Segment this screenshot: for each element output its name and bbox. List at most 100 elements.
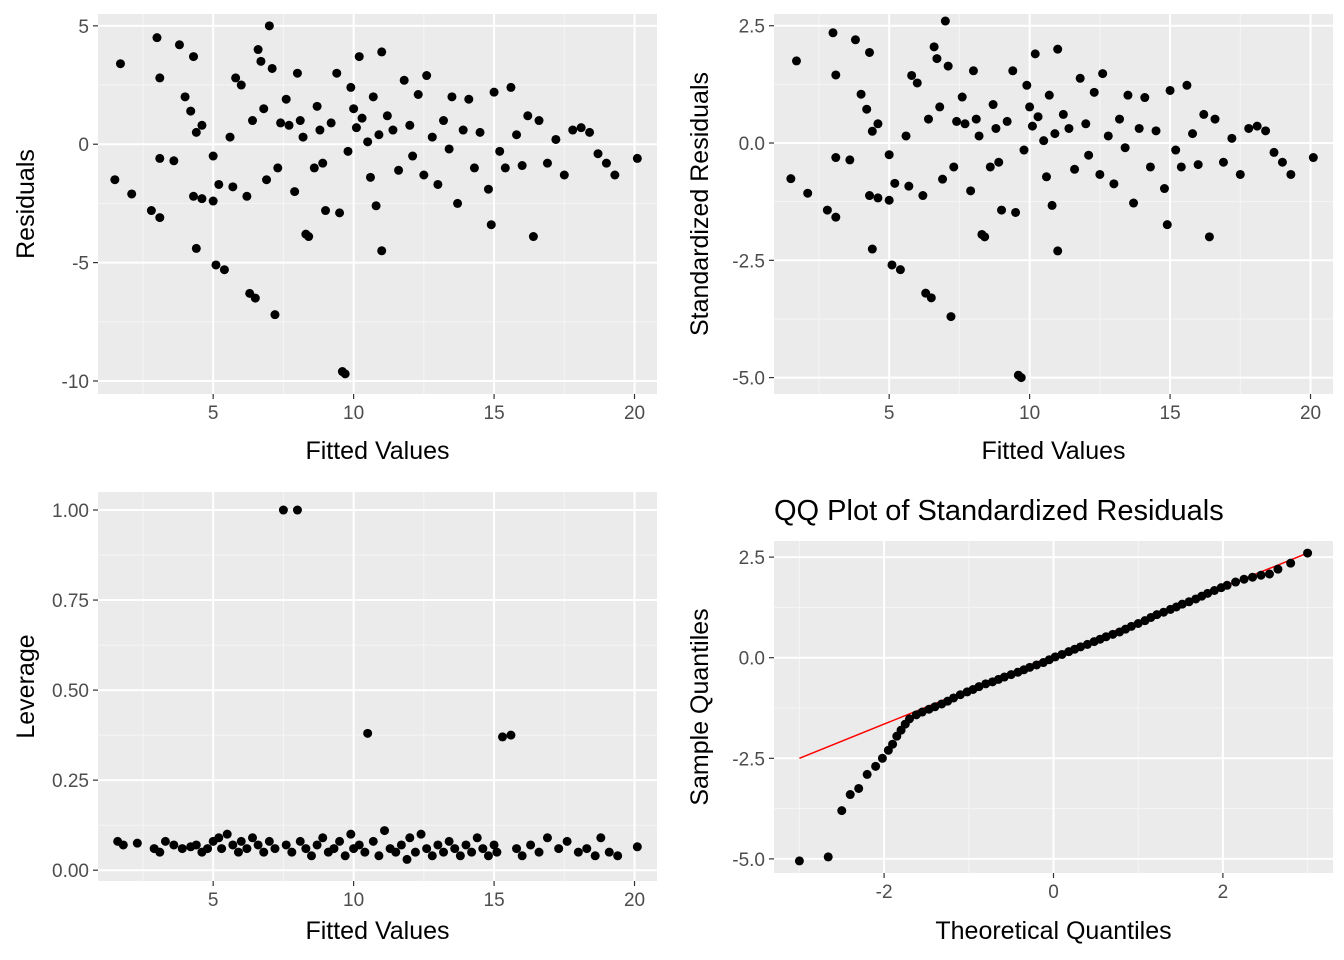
data-point (461, 840, 471, 850)
data-point (871, 761, 881, 771)
data-point (354, 52, 364, 62)
data-point (981, 679, 991, 689)
data-point (551, 134, 561, 144)
data-point (828, 28, 838, 38)
data-point (264, 836, 274, 846)
data-point (203, 844, 213, 854)
data-point (932, 54, 942, 64)
data-point (318, 833, 328, 843)
data-point (1159, 607, 1169, 617)
data-point (887, 260, 897, 270)
data-point (371, 201, 381, 211)
x-tick-label: 20 (1300, 403, 1321, 424)
data-point (253, 840, 263, 850)
data-point (877, 753, 887, 763)
data-point (1264, 569, 1274, 579)
data-point (304, 232, 314, 242)
data-point (365, 172, 375, 182)
data-point (343, 146, 353, 156)
data-point (169, 156, 179, 166)
data-point (453, 198, 463, 208)
data-point (340, 851, 350, 861)
data-point (1006, 670, 1016, 680)
data-point (208, 196, 218, 206)
data-point (214, 833, 224, 843)
data-point (169, 840, 179, 850)
data-point (1101, 632, 1111, 642)
data-point (1256, 570, 1266, 580)
data-point (483, 851, 493, 861)
data-point (1133, 618, 1143, 628)
data-point (1171, 145, 1181, 155)
data-point (791, 56, 801, 66)
data-point (786, 174, 796, 184)
x-tick-label: 5 (208, 403, 219, 424)
data-point (907, 70, 917, 80)
data-point (582, 844, 592, 854)
data-point (354, 840, 364, 850)
x-tick-label: 5 (208, 890, 219, 911)
data-point (495, 146, 505, 156)
data-point (517, 851, 527, 861)
data-point (1252, 121, 1262, 131)
data-point (419, 170, 429, 180)
data-point (1050, 129, 1060, 139)
data-point (335, 836, 345, 846)
data-point (396, 840, 406, 850)
data-point (1064, 123, 1074, 133)
data-point (1134, 123, 1144, 133)
data-point (197, 120, 207, 130)
data-point (1008, 66, 1018, 76)
data-point (1286, 558, 1296, 568)
data-point (946, 312, 956, 322)
x-tick-label: 15 (1160, 403, 1181, 424)
y-tick-label: -5.0 (732, 369, 765, 390)
data-point (402, 854, 412, 864)
data-point (854, 783, 864, 793)
data-point (966, 186, 976, 196)
data-point (917, 707, 927, 717)
data-point (904, 181, 914, 191)
x-tick-label: 20 (624, 403, 645, 424)
data-point (405, 120, 415, 130)
data-point (562, 836, 572, 846)
data-point (1115, 114, 1125, 124)
data-point (1269, 147, 1279, 157)
data-point (458, 125, 468, 135)
data-point (262, 175, 272, 185)
data-point (1261, 126, 1271, 136)
data-point (292, 68, 302, 78)
data-point (447, 92, 457, 102)
data-point (242, 191, 252, 201)
data-point (593, 149, 603, 159)
data-point (374, 130, 384, 140)
data-point (985, 162, 995, 172)
data-point (394, 165, 404, 175)
data-point (862, 104, 872, 114)
data-point (1019, 145, 1029, 155)
data-point (427, 851, 437, 861)
data-point (1123, 90, 1133, 100)
data-point (632, 153, 642, 163)
data-point (469, 163, 479, 173)
data-point (127, 189, 137, 199)
y-axis-title: Sample Quantiles (686, 608, 714, 805)
data-point (439, 116, 449, 126)
data-point (542, 833, 552, 843)
data-point (284, 120, 294, 130)
data-point (1025, 662, 1035, 672)
data-point (349, 104, 359, 114)
data-point (326, 118, 336, 128)
data-point (329, 844, 339, 854)
data-point (1041, 172, 1051, 182)
data-point (233, 847, 243, 857)
data-point (332, 68, 342, 78)
data-point (422, 71, 432, 81)
data-point (988, 100, 998, 110)
x-axis-title: Fitted Values (305, 437, 449, 465)
data-point (971, 114, 981, 124)
data-point (455, 851, 465, 861)
data-point (368, 92, 378, 102)
data-point (155, 213, 165, 223)
